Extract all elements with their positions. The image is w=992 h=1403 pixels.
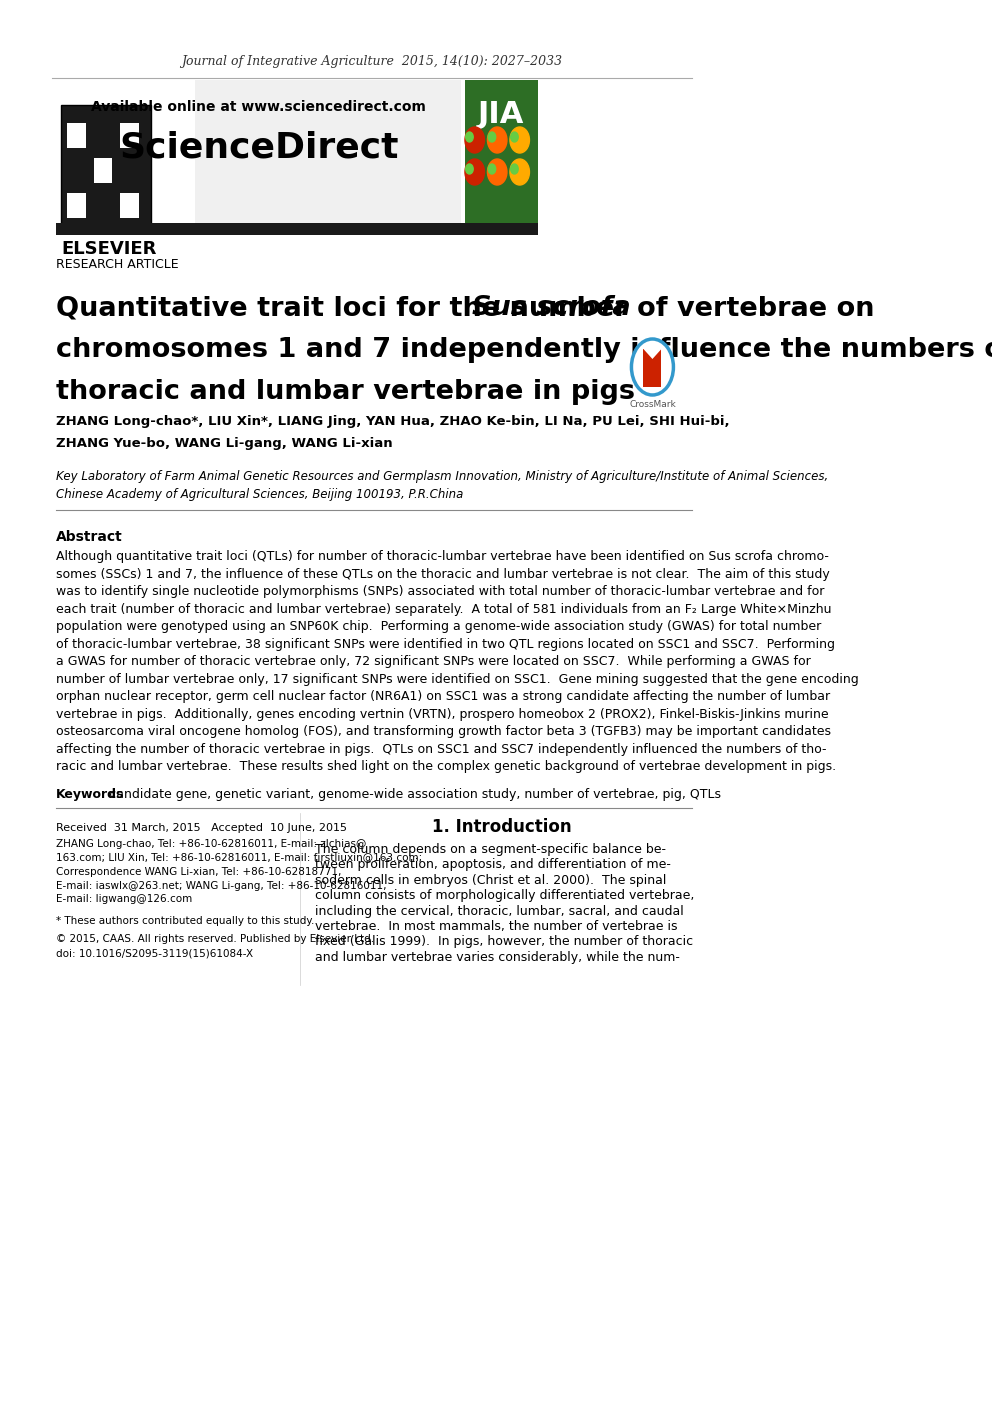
- Text: chromosomes 1 and 7 independently influence the numbers of: chromosomes 1 and 7 independently influe…: [57, 337, 992, 363]
- Text: * These authors contributed equally to this study.: * These authors contributed equally to t…: [57, 916, 314, 926]
- Text: ZHANG Long-chao*, LIU Xin*, LIANG Jing, YAN Hua, ZHAO Ke-bin, LI Na, PU Lei, SHI: ZHANG Long-chao*, LIU Xin*, LIANG Jing, …: [57, 415, 730, 428]
- Text: soderm cells in embryos (Christ et al. 2000).  The spinal: soderm cells in embryos (Christ et al. 2…: [315, 874, 667, 887]
- Text: fixed (Galis 1999).  In pigs, however, the number of thoracic: fixed (Galis 1999). In pigs, however, th…: [315, 936, 693, 948]
- Text: column consists of morphologically differentiated vertebrae,: column consists of morphologically diffe…: [315, 890, 694, 902]
- Text: CrossMark: CrossMark: [629, 400, 676, 410]
- Text: thoracic and lumbar vertebrae in pigs: thoracic and lumbar vertebrae in pigs: [57, 379, 635, 405]
- Text: ZHANG Long-chao, Tel: +86-10-62816011, E-mail: zlchias@: ZHANG Long-chao, Tel: +86-10-62816011, E…: [57, 839, 367, 849]
- Text: Abstract: Abstract: [57, 530, 123, 544]
- Text: somes (SSCs) 1 and 7, the influence of these QTLs on the thoracic and lumbar ver: somes (SSCs) 1 and 7, the influence of t…: [57, 567, 830, 581]
- Text: RESEARCH ARTICLE: RESEARCH ARTICLE: [57, 258, 179, 271]
- Circle shape: [510, 128, 530, 153]
- Bar: [57, 80, 195, 230]
- Bar: [120, 123, 139, 147]
- Text: osteosarcoma viral oncogene homolog (FOS), and transforming growth factor beta 3: osteosarcoma viral oncogene homolog (FOS…: [57, 725, 831, 738]
- Text: Journal of Integrative Agriculture  2015, 14(10): 2027–2033: Journal of Integrative Agriculture 2015,…: [182, 55, 562, 67]
- Text: 1. Introduction: 1. Introduction: [432, 818, 571, 836]
- Bar: [120, 194, 139, 217]
- Text: © 2015, CAAS. All rights reserved. Published by Elsevier Ltd.
doi: 10.1016/S2095: © 2015, CAAS. All rights reserved. Publi…: [57, 934, 374, 958]
- Circle shape: [465, 159, 484, 185]
- Text: and lumbar vertebrae varies considerably, while the num-: and lumbar vertebrae varies considerably…: [315, 951, 680, 964]
- Circle shape: [511, 132, 518, 142]
- Circle shape: [465, 132, 473, 142]
- Text: E-mail: iaswlx@263.net; WANG Li-gang, Tel: +86-10-62816011,: E-mail: iaswlx@263.net; WANG Li-gang, Te…: [57, 881, 387, 891]
- Text: Quantitative trait loci for the number of vertebrae on: Quantitative trait loci for the number o…: [57, 295, 884, 321]
- Bar: [62, 105, 152, 224]
- Text: Correspondence WANG Li-xian, Tel: +86-10-62818771,: Correspondence WANG Li-xian, Tel: +86-10…: [57, 867, 341, 877]
- Text: ZHANG Yue-bo, WANG Li-gang, WANG Li-xian: ZHANG Yue-bo, WANG Li-gang, WANG Li-xian: [57, 436, 393, 450]
- Circle shape: [487, 128, 507, 153]
- Text: Available online at www.sciencedirect.com: Available online at www.sciencedirect.co…: [91, 100, 427, 114]
- Text: E-mail: ligwang@126.com: E-mail: ligwang@126.com: [57, 895, 192, 905]
- Circle shape: [488, 132, 496, 142]
- Text: Received  31 March, 2015   Accepted  10 June, 2015: Received 31 March, 2015 Accepted 10 June…: [57, 822, 347, 832]
- Bar: [93, 159, 112, 182]
- Bar: [57, 80, 461, 230]
- Circle shape: [488, 164, 496, 174]
- Text: a GWAS for number of thoracic vertebrae only, 72 significant SNPs were located o: a GWAS for number of thoracic vertebrae …: [57, 655, 811, 668]
- Text: number of lumbar vertebrae only, 17 significant SNPs were identified on SSC1.  G: number of lumbar vertebrae only, 17 sign…: [57, 672, 859, 686]
- Text: was to identify single nucleotide polymorphisms (SNPs) associated with total num: was to identify single nucleotide polymo…: [57, 585, 824, 598]
- Text: The column depends on a segment-specific balance be-: The column depends on a segment-specific…: [315, 842, 666, 856]
- Text: vertebrae in pigs.  Additionally, genes encoding vertnin (VRTN), prospero homeob: vertebrae in pigs. Additionally, genes e…: [57, 707, 829, 721]
- Bar: [644, 349, 662, 387]
- Circle shape: [465, 164, 473, 174]
- Text: each trait (number of thoracic and lumbar vertebrae) separately.  A total of 581: each trait (number of thoracic and lumba…: [57, 602, 831, 616]
- Text: of thoracic-lumbar vertebrae, 38 significant SNPs were identified in two QTL reg: of thoracic-lumbar vertebrae, 38 signifi…: [57, 637, 835, 651]
- Text: Keywords: Keywords: [57, 787, 125, 801]
- Text: Sus scrofa: Sus scrofa: [472, 295, 631, 321]
- Text: population were genotyped using an SNP60K chip.  Performing a genome-wide associ: population were genotyped using an SNP60…: [57, 620, 821, 633]
- Text: including the cervical, thoracic, lumbar, sacral, and caudal: including the cervical, thoracic, lumbar…: [315, 905, 683, 918]
- Text: racic and lumbar vertebrae.  These results shed light on the complex genetic bac: racic and lumbar vertebrae. These result…: [57, 760, 836, 773]
- Text: affecting the number of thoracic vertebrae in pigs.  QTLs on SSC1 and SSC7 indep: affecting the number of thoracic vertebr…: [57, 742, 826, 755]
- Text: Key Laboratory of Farm Animal Genetic Resources and Germplasm Innovation, Minist: Key Laboratory of Farm Animal Genetic Re…: [57, 470, 828, 501]
- Text: orphan nuclear receptor, germ cell nuclear factor (NR6A1) on SSC1 was a strong c: orphan nuclear receptor, germ cell nucle…: [57, 690, 830, 703]
- Bar: [465, 80, 538, 230]
- Bar: [67, 194, 86, 217]
- Circle shape: [632, 340, 674, 396]
- Polygon shape: [644, 349, 662, 359]
- Text: ScienceDirect: ScienceDirect: [119, 130, 399, 164]
- Text: 163.com; LIU Xin, Tel: +86-10-62816011, E-mail: firstliuxin@163.com;: 163.com; LIU Xin, Tel: +86-10-62816011, …: [57, 853, 423, 863]
- Circle shape: [511, 164, 518, 174]
- Bar: [57, 223, 538, 234]
- Bar: [67, 123, 86, 147]
- Circle shape: [487, 159, 507, 185]
- Text: Although quantitative trait loci (QTLs) for number of thoracic-lumbar vertebrae : Although quantitative trait loci (QTLs) …: [57, 550, 829, 563]
- Text: vertebrae.  In most mammals, the number of vertebrae is: vertebrae. In most mammals, the number o…: [315, 920, 678, 933]
- Text: ELSEVIER: ELSEVIER: [62, 240, 157, 258]
- Text: JIA: JIA: [478, 100, 524, 129]
- Text: : candidate gene, genetic variant, genome-wide association study, number of vert: : candidate gene, genetic variant, genom…: [101, 787, 721, 801]
- Text: tween proliferation, apoptosis, and differentiation of me-: tween proliferation, apoptosis, and diff…: [315, 859, 671, 871]
- Circle shape: [510, 159, 530, 185]
- Circle shape: [465, 128, 484, 153]
